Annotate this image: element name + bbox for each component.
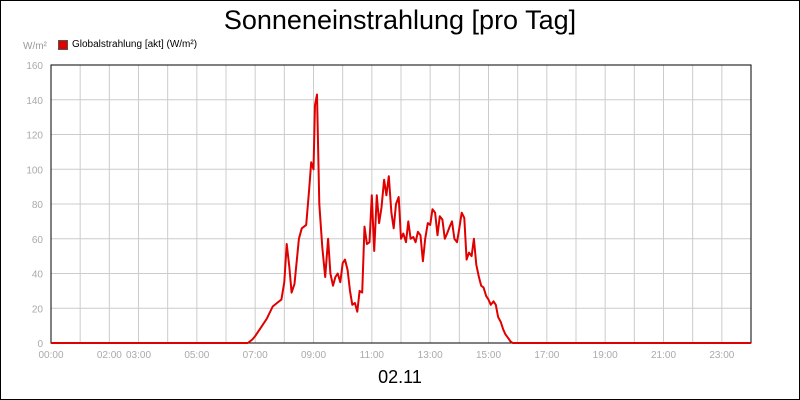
- y-tick-label: 40: [32, 270, 44, 281]
- x-tick-label: 05:00: [184, 350, 209, 361]
- x-tick-label: 02:00: [97, 350, 122, 361]
- x-tick-label: 13:00: [418, 350, 443, 361]
- y-tick-label: 20: [32, 304, 44, 315]
- date-label: 02.11: [378, 367, 422, 387]
- x-tick-label: 15:00: [476, 350, 501, 361]
- chart-title: Sonneneinstrahlung [pro Tag]: [223, 5, 577, 35]
- x-tick-label: 03:00: [126, 350, 151, 361]
- y-tick-label: 60: [32, 235, 44, 246]
- x-tick-label: 17:00: [534, 350, 559, 361]
- legend-swatch: [58, 39, 68, 50]
- series-line: [51, 93, 751, 344]
- y-tick-label: 0: [37, 339, 43, 350]
- y-tick-label: 100: [26, 165, 43, 176]
- x-tick-label: 07:00: [243, 350, 268, 361]
- plot-border: [50, 64, 752, 344]
- x-tick-label: 23:00: [709, 350, 734, 361]
- y-tick-label: 160: [26, 61, 43, 72]
- y-axis-unit: W/m²: [23, 41, 47, 52]
- x-tick-label: 11:00: [360, 350, 385, 361]
- legend: Globalstrahlung [akt] (W/m²): [58, 39, 197, 50]
- y-tick-label: 80: [32, 200, 44, 211]
- x-tick-label: 19:00: [593, 350, 618, 361]
- x-tick-label: 09:00: [301, 350, 326, 361]
- x-tick-label: 00:00: [38, 350, 63, 361]
- y-tick-label: 120: [26, 131, 43, 142]
- y-tick-label: 140: [26, 96, 43, 107]
- x-tick-label: 21:00: [651, 350, 676, 361]
- legend-label: Globalstrahlung [akt] (W/m²): [72, 39, 198, 50]
